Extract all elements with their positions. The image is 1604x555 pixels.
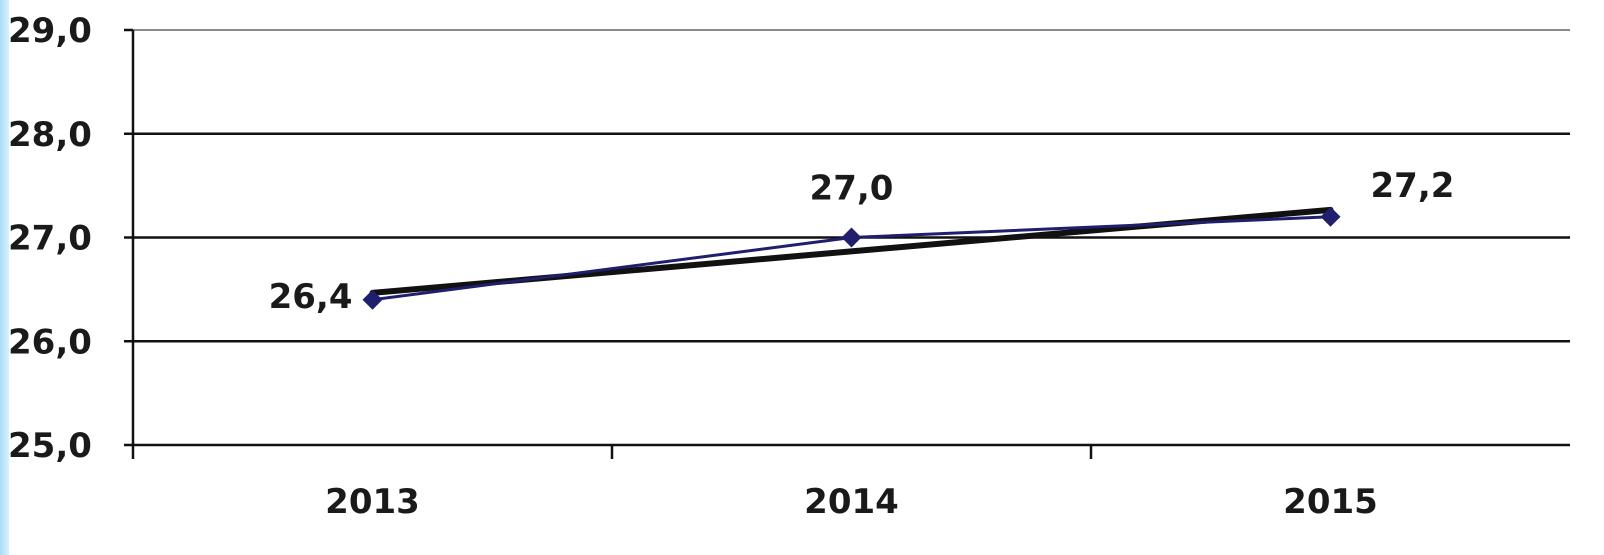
data-point-marker (362, 289, 383, 310)
grid-layer (133, 29, 1570, 447)
y-tick-label: 29,0 (8, 11, 92, 51)
axis-layer: 25,0 26,0 27,0 28,0 29,0 2013 2014 2015 (8, 11, 1378, 522)
x-tick-label: 2014 (804, 482, 899, 522)
label-layer: 26,4 27,0 27,2 (269, 166, 1455, 317)
y-tick-label: 25,0 (8, 426, 92, 466)
data-point-marker (1320, 206, 1341, 227)
data-label: 27,2 (1371, 166, 1455, 206)
x-tick-label: 2015 (1283, 482, 1378, 522)
x-tick-label: 2013 (325, 482, 420, 522)
data-label: 26,4 (269, 277, 353, 317)
data-label: 27,0 (810, 169, 894, 209)
y-tick-label: 28,0 (8, 115, 92, 155)
y-tick-label: 26,0 (8, 322, 92, 362)
left-edge-strip (0, 0, 9, 555)
data-point-marker (841, 227, 862, 248)
y-tick-label: 27,0 (8, 219, 92, 259)
series-layer (362, 206, 1341, 310)
